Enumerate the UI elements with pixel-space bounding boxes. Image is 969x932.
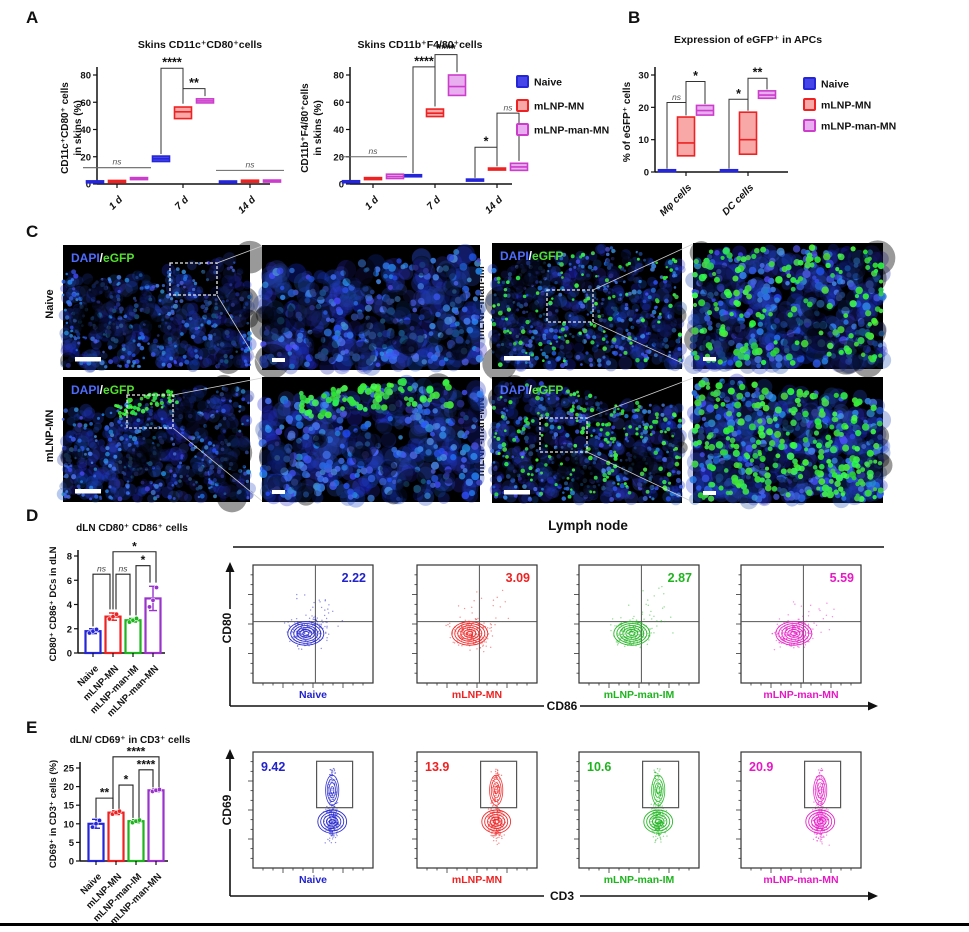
bottom-rule bbox=[0, 923, 969, 926]
svg-text:Skins CD11b⁺F4/80⁺cells: Skins CD11b⁺F4/80⁺cells bbox=[358, 39, 483, 51]
svg-text:14 d: 14 d bbox=[483, 194, 506, 217]
panel-d-letter: D bbox=[26, 506, 39, 525]
svg-text:*: * bbox=[736, 87, 741, 101]
svg-text:60: 60 bbox=[80, 98, 91, 109]
svg-text:0: 0 bbox=[86, 180, 91, 191]
svg-text:**: ** bbox=[753, 66, 763, 80]
svg-text:****: **** bbox=[436, 42, 456, 56]
svg-text:CD11b⁺F4/80⁺cells: CD11b⁺F4/80⁺cells bbox=[300, 83, 311, 173]
svg-text:mLNP-MN: mLNP-MN bbox=[821, 100, 871, 112]
svg-text:30: 30 bbox=[638, 71, 649, 82]
svg-text:*: * bbox=[484, 135, 489, 149]
micro-row-mlnp-mn: DAPI/eGFP bbox=[56, 373, 489, 513]
svg-text:CD11c⁺CD80⁺ cells: CD11c⁺CD80⁺ cells bbox=[60, 82, 71, 174]
micro-row-man-mn: DAPI/eGFP bbox=[487, 373, 893, 510]
panel-b-box-chart: Expression of eGFP⁺ in APCs % of eGFP⁺ ce… bbox=[622, 34, 896, 219]
svg-text:Expression of eGFP⁺ in APCs: Expression of eGFP⁺ in APCs bbox=[674, 34, 822, 46]
panel-a-letter: A bbox=[26, 8, 39, 27]
svg-text:ns: ns bbox=[504, 103, 514, 113]
panel-d-flow-plots: Lymph nodeCD80CD862.22Naive3.09mLNP-MN2.… bbox=[220, 518, 884, 713]
micro-row-label-naive: Naive bbox=[44, 289, 56, 319]
svg-text:% of eGFP⁺ cells: % of eGFP⁺ cells bbox=[622, 81, 633, 162]
panel-e-flow-plots: CD69CD39.42Naive13.9mLNP-MN10.6mLNP-man-… bbox=[220, 749, 878, 903]
micro-row-naive: DAPI/eGFP bbox=[58, 240, 488, 379]
svg-text:*: * bbox=[693, 69, 698, 83]
svg-text:80: 80 bbox=[80, 71, 91, 82]
panel-b-letter: B bbox=[628, 8, 641, 27]
svg-text:40: 40 bbox=[80, 125, 91, 136]
svg-text:7 d: 7 d bbox=[425, 194, 444, 213]
svg-text:in skins (%): in skins (%) bbox=[313, 100, 324, 156]
svg-text:14 d: 14 d bbox=[236, 194, 259, 217]
svg-text:ns: ns bbox=[369, 146, 379, 156]
svg-text:ns: ns bbox=[113, 157, 123, 167]
svg-text:40: 40 bbox=[333, 125, 344, 136]
svg-text:ns: ns bbox=[246, 159, 256, 169]
svg-text:1 d: 1 d bbox=[107, 194, 126, 213]
micro-row-man-im: DAPI/eGFP bbox=[482, 240, 896, 381]
svg-text:mLNP-man-MN: mLNP-man-MN bbox=[821, 121, 896, 133]
svg-text:60: 60 bbox=[333, 98, 344, 109]
svg-text:**: ** bbox=[189, 76, 199, 90]
panel-e-letter: E bbox=[26, 718, 38, 737]
micro-row-label-mlnp-mn: mLNP-MN bbox=[44, 409, 56, 463]
svg-text:****: **** bbox=[162, 56, 182, 70]
svg-text:0: 0 bbox=[644, 168, 649, 179]
svg-text:1 d: 1 d bbox=[363, 194, 382, 213]
svg-text:Skins CD11c⁺CD80⁺cells: Skins CD11c⁺CD80⁺cells bbox=[138, 39, 262, 51]
svg-text:10: 10 bbox=[638, 135, 649, 146]
svg-text:DAPI/eGFP: DAPI/eGFP bbox=[500, 249, 563, 263]
svg-text:7 d: 7 d bbox=[173, 194, 192, 213]
svg-text:Naive: Naive bbox=[534, 77, 562, 89]
svg-text:mLNP-MN: mLNP-MN bbox=[534, 101, 584, 113]
svg-text:****: **** bbox=[414, 54, 434, 68]
svg-text:0: 0 bbox=[339, 180, 344, 191]
svg-text:Mφ cells: Mφ cells bbox=[658, 182, 695, 219]
svg-text:20: 20 bbox=[80, 152, 91, 163]
svg-text:DC cells: DC cells bbox=[720, 182, 756, 218]
svg-text:ns: ns bbox=[672, 92, 682, 102]
svg-text:20: 20 bbox=[333, 152, 344, 163]
svg-text:80: 80 bbox=[333, 71, 344, 82]
svg-text:Naive: Naive bbox=[821, 79, 849, 91]
svg-text:20: 20 bbox=[638, 103, 649, 114]
svg-text:DAPI/eGFP: DAPI/eGFP bbox=[71, 251, 134, 265]
svg-text:DAPI/eGFP: DAPI/eGFP bbox=[71, 383, 134, 397]
panel-c-letter: C bbox=[26, 222, 39, 241]
svg-text:in skins (%): in skins (%) bbox=[73, 100, 84, 156]
svg-text:mLNP-man-MN: mLNP-man-MN bbox=[534, 125, 609, 137]
